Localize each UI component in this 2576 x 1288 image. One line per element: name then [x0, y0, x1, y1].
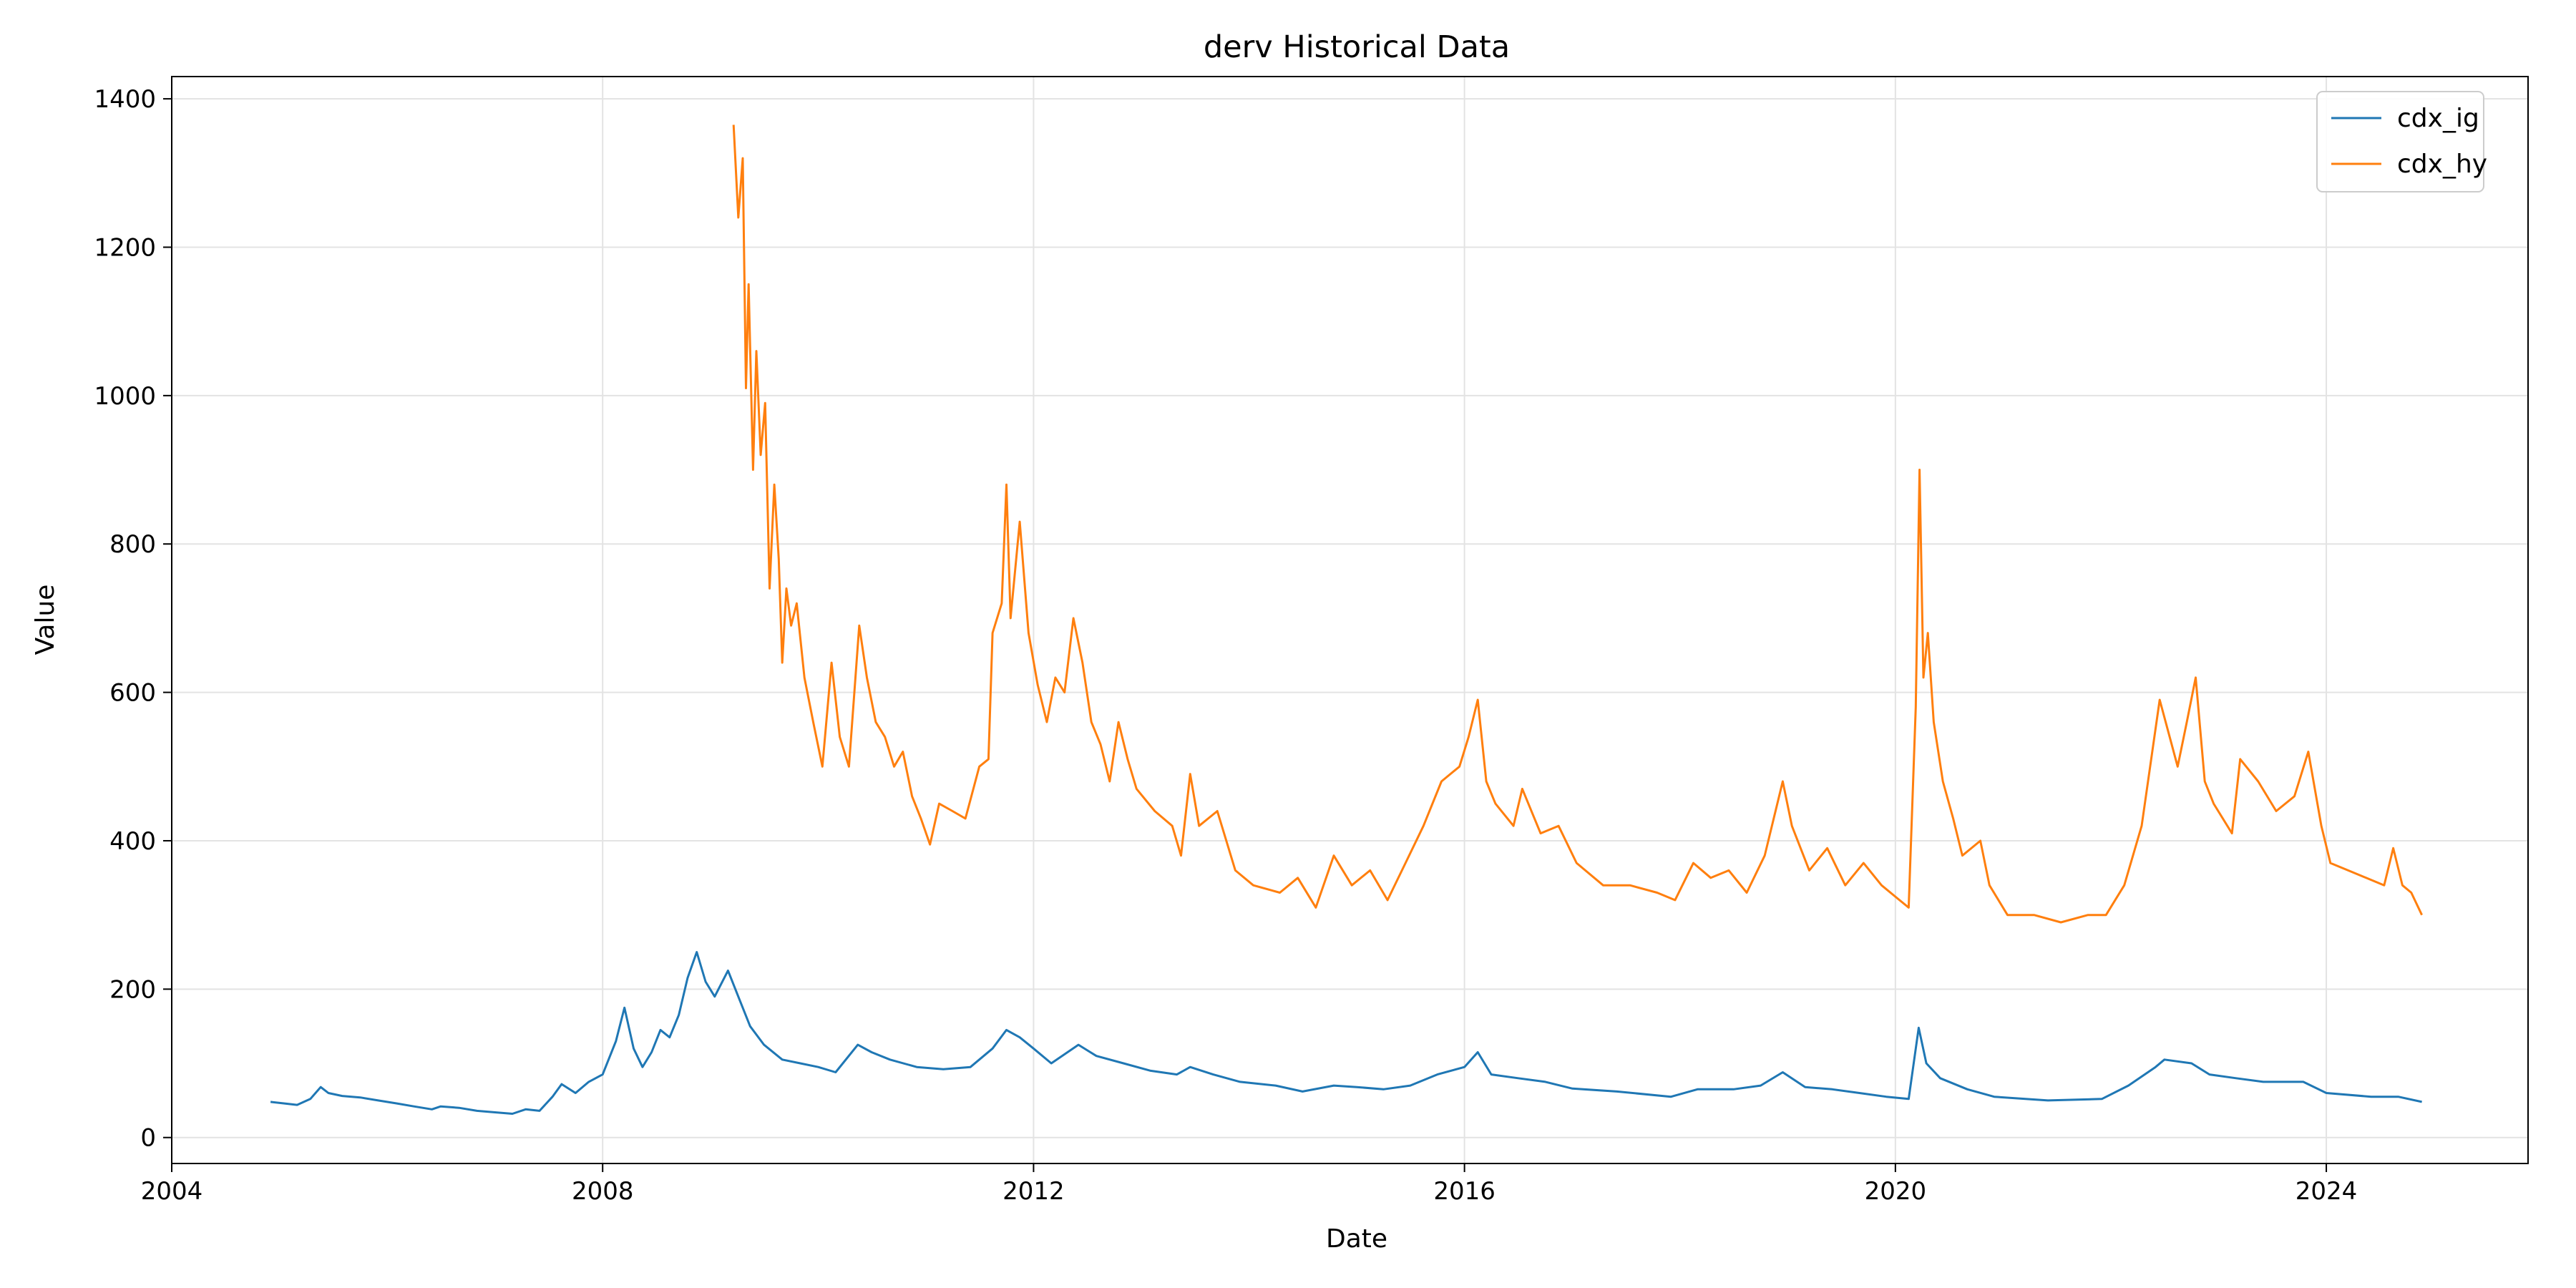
- grid-lines: [171, 77, 2528, 1163]
- x-tick-label: 2012: [1002, 1177, 1065, 1206]
- y-tick-label: 800: [109, 530, 156, 559]
- x-tick-label: 2004: [141, 1177, 203, 1206]
- y-axis: 0 200 400 600 800 1000 1200 1400: [94, 85, 172, 1153]
- y-tick-label: 1200: [94, 233, 156, 262]
- x-axis: 2004 2008 2012 2016 2020 2024: [141, 1163, 2358, 1206]
- plot-frame: [171, 76, 2529, 1164]
- series-layer: [270, 125, 2423, 1115]
- y-tick-label: 0: [140, 1124, 156, 1153]
- y-tick-label: 1400: [94, 85, 156, 114]
- y-axis-title: Value: [31, 585, 60, 655]
- series-line-cdx-hy: [732, 125, 2423, 924]
- legend-label-cdx-ig: cdx_ig: [2397, 104, 2479, 133]
- y-tick-label: 400: [109, 827, 156, 856]
- y-tick-label: 600: [109, 679, 156, 708]
- legend: cdx_ig cdx_hy: [2316, 91, 2487, 192]
- y-tick-label: 200: [109, 975, 156, 1004]
- legend-label-cdx-hy: cdx_hy: [2397, 150, 2487, 179]
- y-tick-label: 1000: [94, 382, 156, 411]
- x-tick-label: 2008: [572, 1177, 634, 1206]
- x-tick-label: 2016: [1433, 1177, 1496, 1206]
- x-tick-label: 2020: [1865, 1177, 1927, 1206]
- chart-title: derv Historical Data: [1204, 29, 1510, 65]
- x-axis-title: Date: [1326, 1224, 1387, 1254]
- x-tick-label: 2024: [2296, 1177, 2358, 1206]
- series-line-cdx-ig: [270, 951, 2422, 1115]
- legend-box: [2316, 91, 2484, 192]
